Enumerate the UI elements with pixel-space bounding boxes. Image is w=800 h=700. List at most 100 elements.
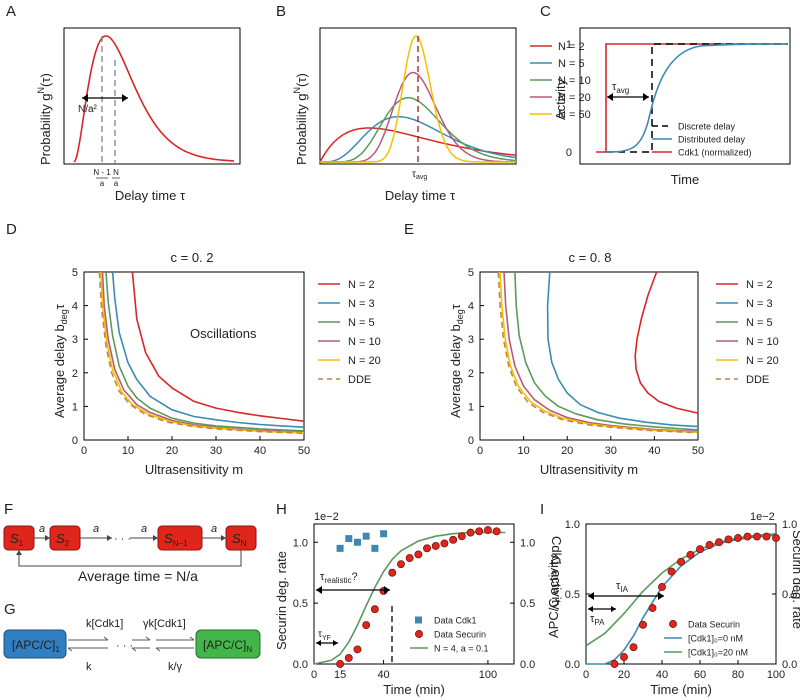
panel-g-box-left-label: [APC/C]1	[12, 638, 60, 654]
ytick-left-label-1.0: 1.0	[565, 519, 580, 531]
legend-label-2: [Cdk1]₀=20 nM	[688, 648, 748, 658]
panel-b-frame	[319, 27, 517, 165]
panel-d-title: c = 0. 2	[171, 250, 214, 265]
curve-n=20	[499, 271, 699, 434]
legend-c-label-1: Distributed delay	[678, 135, 746, 145]
ytick-label-0: 0	[72, 435, 78, 447]
curve-n=20	[99, 271, 305, 434]
panel-i-frame	[585, 523, 777, 665]
legend-label-1: N = 3	[746, 298, 773, 310]
legend-b-label-4: N = 50	[558, 109, 591, 121]
xtick-label-40: 40	[648, 445, 660, 457]
panel-c-ylabel: Activity	[553, 78, 568, 120]
securin-point-11	[715, 538, 723, 547]
securin-point-5	[658, 583, 666, 591]
panel-letter-b: B	[276, 3, 286, 20]
legend-b-label-0: N = 2	[558, 41, 585, 53]
xtick-label-60: 60	[694, 669, 706, 681]
legend-label-1: [Cdk1]₀=0 nM	[688, 634, 743, 644]
securin-point-7	[677, 557, 685, 566]
legend-label-2: N = 5	[746, 317, 773, 329]
xtick-label-30: 30	[210, 445, 222, 457]
panel-c-discrete-line	[606, 43, 788, 153]
panel-i-legend: Data Securin [Cdk1]₀=0 nM [Cdk1]₀=20 nM	[664, 620, 748, 658]
panel-a-frame	[63, 27, 241, 165]
xtick-label-40: 40	[656, 669, 668, 681]
curve-n=5	[105, 271, 305, 432]
securin-point-9	[414, 550, 423, 559]
panel-b-xlabel: Delay time τ	[385, 188, 456, 203]
panel-e-curves	[497, 271, 699, 434]
securin-point-8	[405, 554, 414, 563]
panel-i-xlabel: Time (min)	[650, 682, 712, 697]
xtick-label-20: 20	[561, 445, 573, 457]
legend-swatch-0	[415, 616, 422, 624]
chain-box-label-0: S1	[10, 531, 24, 548]
xtick-label-10: 10	[122, 445, 134, 457]
cdk1-point-4	[371, 544, 379, 552]
panel-h-tau-realistic: τrealistic?	[320, 571, 358, 585]
xtick-label-0: 0	[81, 445, 87, 457]
cdk1-point-5	[380, 530, 388, 538]
legend-label-5: DDE	[746, 374, 769, 386]
chain-box-label-3: SN	[232, 531, 247, 548]
chain-arrowhead-3	[221, 535, 226, 541]
xtick-label-50: 50	[692, 445, 704, 457]
chain-box-label-1: S2	[56, 531, 70, 548]
chain-arrowhead-2	[153, 535, 158, 541]
curve-dde	[98, 271, 305, 435]
panel-g-dots: · · ·	[116, 640, 133, 652]
securin-point-11	[431, 541, 440, 550]
panel-a-tick2-bot: a	[114, 179, 119, 188]
securin-point-14	[743, 532, 752, 541]
ytick-label-2: 2	[468, 368, 474, 380]
panel-d-ylabel: Average delay bdegτ	[52, 303, 69, 418]
panel-e-title: c = 0. 8	[569, 250, 612, 265]
ytick-label-4: 4	[468, 301, 474, 313]
securin-point-2	[353, 645, 362, 654]
panel-h-tau-yf: τYF	[318, 629, 331, 642]
legend-label-0: Data Cdk1	[434, 616, 477, 626]
panel-d-curves	[98, 271, 305, 435]
panel-i-exponent: 1e−2	[750, 511, 775, 523]
panel-letter-e: E	[404, 221, 414, 238]
securin-point-10	[705, 541, 714, 549]
panel-e-legend: N = 2 N = 3 N = 5 N = 10 N = 20 DDE	[716, 279, 779, 386]
legend-label-2: N = 4, a = 0.1	[434, 644, 489, 654]
ytick-left-label-1.0: 1.0	[293, 537, 308, 549]
panel-i-plot	[585, 532, 780, 668]
panel-i-ylabel-right: Securin deg. rate	[790, 530, 800, 629]
panel-e: E c = 0. 8 Average delay bdegτ Ultrasens…	[404, 221, 779, 477]
legend-label-0: Data Securin	[688, 620, 740, 630]
securin-point-2	[629, 643, 638, 652]
panel-a-arrow-label: N/a²	[78, 104, 98, 115]
legend-label-4: N = 20	[746, 355, 779, 367]
securin-point-18	[492, 527, 501, 536]
securin-point-3	[639, 620, 647, 629]
securin-point-10	[423, 544, 431, 553]
ytick-right-label-0.5: 0.5	[782, 589, 797, 601]
panel-h-exponent: 1e−2	[314, 511, 339, 523]
xtick-label-30: 30	[605, 445, 617, 457]
ytick-label-1: 1	[72, 401, 78, 413]
securin-point-13	[734, 534, 742, 542]
curve-n=2	[634, 271, 699, 414]
ytick-right-label-0.5: 0.5	[520, 598, 535, 610]
securin-point-8	[686, 550, 695, 559]
securin-point-1	[344, 653, 353, 662]
panel-g-box-right	[195, 629, 261, 659]
securin-point-6	[667, 567, 676, 576]
panel-d-oscillations-label: Oscillations	[190, 326, 257, 341]
chain-arrowhead-0	[45, 535, 50, 541]
panel-b-ylabel: Probability gN(τ)	[292, 73, 309, 165]
securin-point-14	[457, 532, 466, 541]
cdk1-point-0	[336, 544, 344, 552]
xtick-label-20: 20	[618, 669, 630, 681]
xtick-label-40: 40	[377, 669, 389, 681]
panel-c-legend: Discrete delay Distributed delay Cdk1 (nor…	[652, 122, 752, 158]
panel-c-ytick-1: 1	[566, 39, 572, 51]
panel-h-yf-arrowheads	[316, 640, 338, 646]
panel-h-frame	[313, 523, 515, 665]
securin-point-12	[440, 539, 449, 548]
legend-label-2: N = 5	[348, 317, 375, 329]
